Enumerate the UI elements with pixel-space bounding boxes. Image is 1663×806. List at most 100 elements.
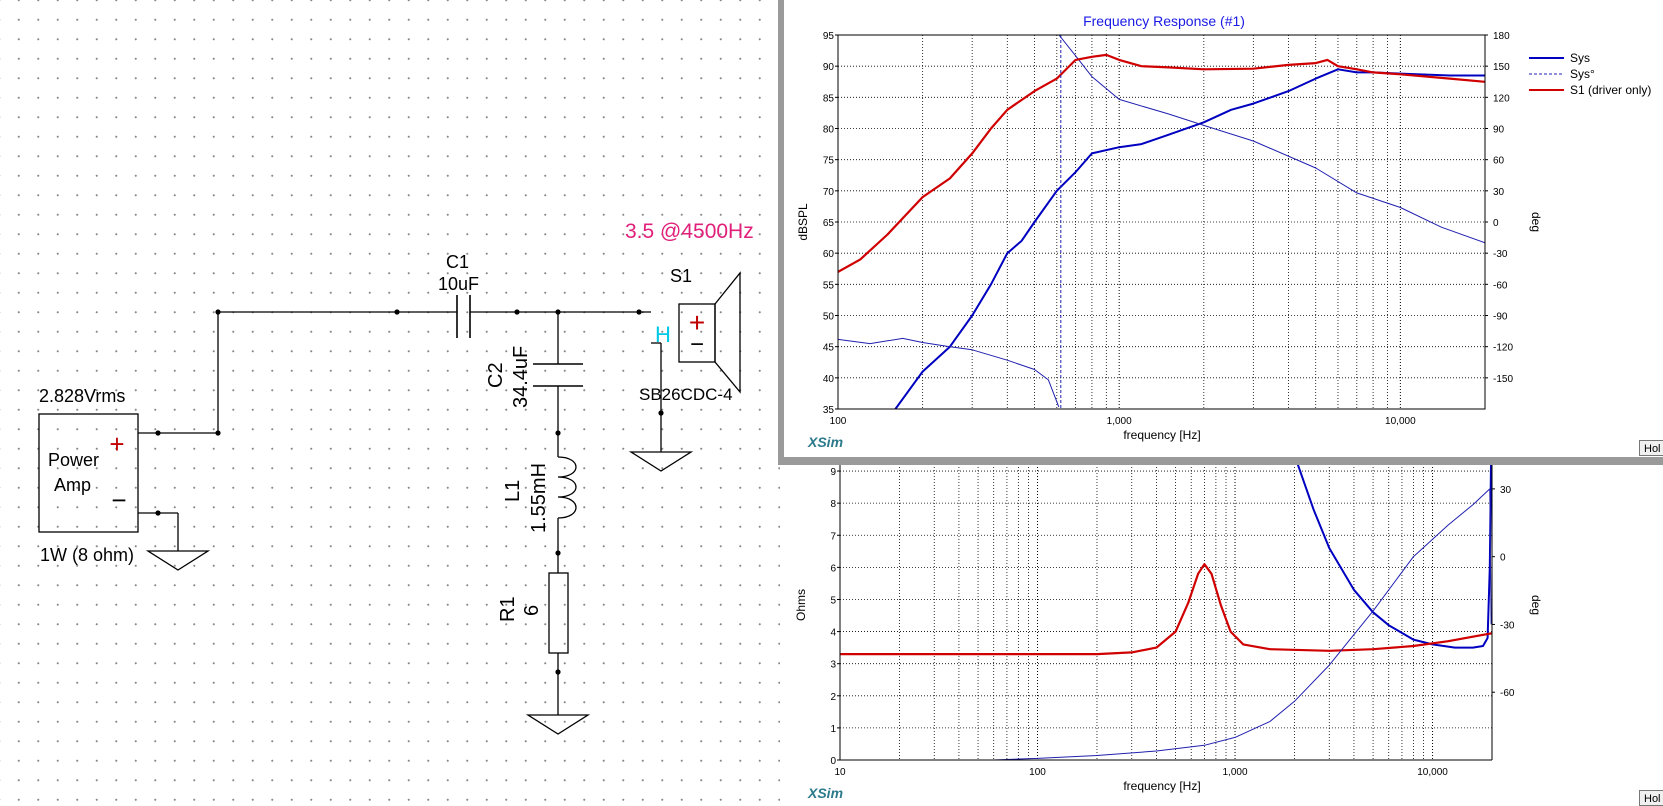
y-tick-label: 65 [823,218,835,229]
x-tick-label: 100 [830,416,847,427]
x-tick-label: 10 [834,767,846,778]
frequency-response-window[interactable]: 35 40 45 50 55 60 65 70 75 80 85 90 95 -150 -120 -90 -6… [784,0,1663,457]
y-tick-label: 2 [830,692,836,703]
series-s1-impedance [840,563,1492,656]
y2-tick-label: 0 [1500,553,1506,564]
series-clip-group [840,465,1492,760]
x-tick-label: 100 [1029,767,1046,778]
y-tick-label: 6 [830,563,836,574]
l1-value: 1.55mH [528,463,550,533]
impedance-window[interactable]: 0 1 2 3 4 5 6 7 8 9 -60 -30 0 30 10 100 1,000 10,000 Oh… [784,465,1663,806]
fr-chart-title: Frequency Response (#1) [1083,13,1245,29]
legend-label-sys: Sys [1570,51,1590,65]
series-sys-impedance [1296,465,1492,649]
window-divider-vertical[interactable] [778,0,784,462]
fr-series-group [838,35,1485,409]
impedance-chart: 0 1 2 3 4 5 6 7 8 9 -60 -30 0 30 10 100 1,000 10,000 Oh… [794,465,1543,801]
y2-tick-label: -30 [1493,249,1508,260]
y2-tick-label: -150 [1493,374,1513,385]
c2-value: 34.4uF [510,346,532,408]
y-tick-label: 4 [830,628,836,639]
c1-name: C1 [446,252,469,272]
legend-label-sys-phase: Sys° [1570,67,1595,81]
imp-hold-button[interactable]: Hol [1639,790,1663,806]
y-tick-label: 1 [830,724,836,735]
x-tick-label: 1,000 [1223,767,1248,778]
y2-tick-label: 120 [1493,93,1510,104]
s1-h-marker: H [655,322,671,347]
fr-y-axis-label: dBSPL [796,203,810,241]
frequency-response-chart: 35 40 45 50 55 60 65 70 75 80 85 90 95 -150 -120 -90 -6… [796,13,1651,450]
x-tick-label: 10,000 [1385,416,1416,427]
annotation-label: 3.5 @4500Hz [625,220,754,243]
imp-y2-tick-labels: -60 -30 0 30 [1492,485,1515,699]
y2-tick-label: 30 [1500,485,1512,496]
y-tick-label: 50 [823,312,835,323]
y2-tick-label: -30 [1500,620,1515,631]
s1-minus-sign: − [690,331,704,358]
y-tick-label: 45 [823,343,835,354]
amp-label-power: Power [48,450,99,470]
imp-series-group [840,465,1492,760]
series-sys-phase [838,35,1485,408]
imp-y-tick-labels: 0 1 2 3 4 5 6 7 8 9 [830,467,840,767]
y-tick-label: 95 [823,31,835,42]
y2-tick-label: 150 [1493,62,1510,73]
y-tick-label: 35 [823,405,835,416]
fr-y2-axis-label: deg [1529,212,1543,232]
amp-plus-sign: + [109,429,124,459]
imp-grid [840,465,1492,760]
y2-tick-label: -60 [1493,280,1508,291]
y2-tick-label: 30 [1493,187,1505,198]
imp-y2-axis-label: deg [1529,595,1543,615]
y-tick-label: 3 [830,660,836,671]
window-divider-horizontal[interactable] [778,457,1663,465]
series-sys-spl [894,68,1485,409]
y2-tick-label: 90 [1493,125,1505,136]
y-tick-label: 85 [823,93,835,104]
r1-name: R1 [497,596,519,622]
series-sys-impedance-phase [993,488,1492,760]
fr-y-tick-labels: 35 40 45 50 55 60 65 70 75 80 85 90 95 [823,31,838,416]
x-tick-label: 1,000 [1107,416,1132,427]
schematic-canvas[interactable]: + − 2.828Vrms Power Amp 1W (8 ohm) C1 10… [0,0,780,806]
y-tick-label: 40 [823,374,835,385]
imp-brand-label: XSim [807,785,843,801]
y-tick-label: 7 [830,531,836,542]
series-s1-spl [838,53,1485,273]
fr-x-tick-labels: 100 1,000 10,000 [830,416,1416,427]
y-tick-label: 70 [823,187,835,198]
amp-minus-sign: − [111,485,126,515]
y2-tick-label: 0 [1493,218,1499,229]
amp-voltage-label: 2.828Vrms [39,386,125,406]
y2-tick-label: 60 [1493,156,1505,167]
y2-tick-label: -90 [1493,312,1508,323]
s1-plus-sign: + [689,307,705,338]
y-tick-label: 8 [830,499,836,510]
imp-y-axis-label: Ohms [794,589,808,621]
fr-legend: Sys Sys° S1 (driver only) [1529,51,1651,97]
amp-label-amp: Amp [54,475,91,495]
fr-x-axis-label: frequency [Hz] [1123,428,1200,442]
fr-brand-label: XSim [807,434,843,450]
fr-y2-tick-labels: -150 -120 -90 -60 -30 0 30 60 90 120 150 180 [1485,31,1513,385]
y-tick-label: 5 [830,595,836,606]
y-tick-label: 75 [823,156,835,167]
y-tick-label: 55 [823,280,835,291]
y-tick-label: 9 [830,467,836,478]
y-tick-label: 90 [823,62,835,73]
y2-tick-label: -120 [1493,343,1513,354]
y2-tick-label: 180 [1493,31,1510,42]
fr-hold-button[interactable]: Hol [1639,440,1663,456]
s1-model: SB26CDC-4 [639,385,733,404]
imp-x-axis-label: frequency [Hz] [1123,779,1200,793]
r1-value: 6 [521,605,543,616]
series-clip-group [838,35,1485,409]
y-tick-label: 0 [830,756,836,767]
schematic-drawing: + − 2.828Vrms Power Amp 1W (8 ohm) C1 10… [38,220,754,735]
x-tick-label: 10,000 [1417,767,1448,778]
imp-plot-area [840,465,1492,760]
imp-x-tick-labels: 10 100 1,000 10,000 [834,767,1448,778]
c2-name: C2 [485,362,507,388]
amp-power-label: 1W (8 ohm) [40,545,134,565]
